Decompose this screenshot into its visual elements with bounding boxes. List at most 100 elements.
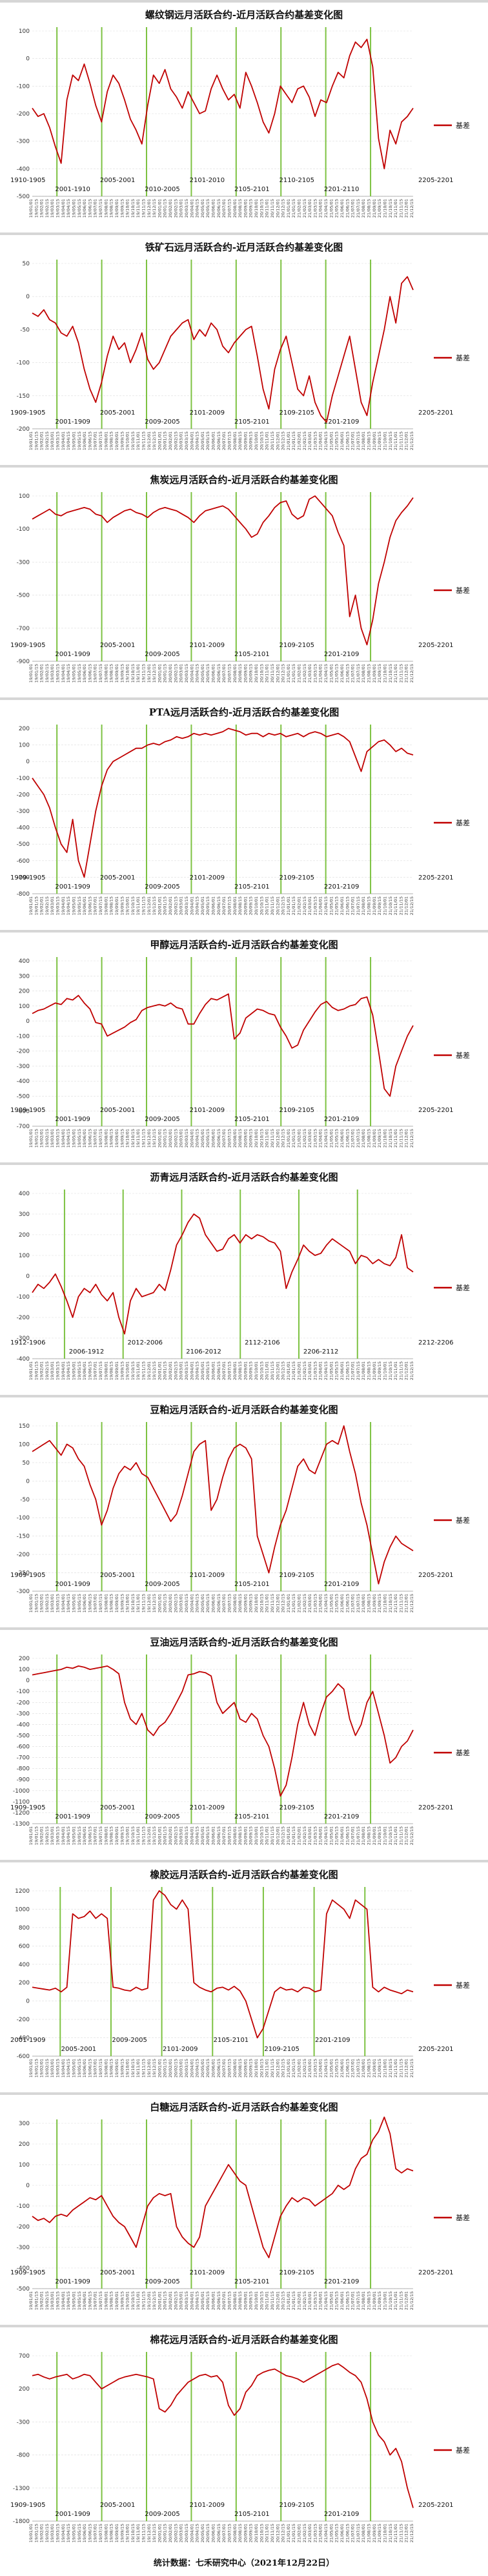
x-tick-label: 21/04/01 — [318, 664, 323, 683]
x-tick-label: 20/09/01 — [243, 1826, 248, 1845]
x-tick-label: 19/02/01 — [39, 2059, 45, 2077]
contract-label: 2009-2005 — [145, 883, 180, 891]
x-tick-label: 19/09/15 — [119, 1361, 125, 1380]
x-tick-label: 19/03/01 — [50, 1594, 55, 1613]
x-tick-label: 21/04/01 — [318, 1594, 323, 1613]
x-tick-label: 19/06/15 — [87, 2059, 92, 2077]
y-tick-label: -100 — [17, 1294, 30, 1301]
x-tick-label: 21/03/01 — [307, 896, 312, 915]
x-tick-label: 19/09/15 — [119, 2524, 125, 2542]
x-tick-label: 21/06/15 — [345, 1594, 350, 1613]
series-line-basis — [32, 2363, 414, 2508]
x-tick-label: 20/09/15 — [249, 431, 254, 450]
x-tick-label: 20/10/01 — [254, 1826, 259, 1845]
x-tick-label: 20/06/01 — [211, 2524, 216, 2542]
x-tick-label: 21/04/01 — [318, 199, 323, 218]
legend-label: 基差 — [456, 1051, 470, 1060]
chart-svg-6: 豆粕远月活跃合约-近月活跃合约基差变化图 150 100 50 0 -50 -100 -150… — [10, 1404, 470, 1613]
x-tick-label: 21/03/01 — [307, 664, 312, 683]
x-tick-label: 19/06/01 — [82, 1594, 87, 1613]
x-tick-label: 20/03/15 — [184, 1594, 189, 1613]
y-tick-label: -50 — [20, 327, 30, 333]
y-tick-label: -150 — [17, 393, 30, 400]
x-tick-label: 20/02/15 — [173, 1826, 178, 1845]
x-tick-label: 20/03/15 — [184, 2524, 189, 2542]
x-tick-label: 20/06/01 — [211, 2059, 216, 2077]
y-tick-label: -1000 — [13, 1788, 30, 1795]
x-tick-label: 20/08/15 — [238, 2524, 243, 2542]
x-tick-label: 19/01/01 — [28, 2524, 34, 2542]
contract-label: 2009-2005 — [145, 1581, 180, 1588]
x-tick-label: 21/07/01 — [351, 664, 356, 683]
x-tick-label: 20/09/01 — [243, 1594, 248, 1613]
contract-label: 2105-2101 — [234, 2278, 270, 2285]
x-tick-label: 21/07/01 — [351, 1361, 356, 1380]
x-tick-label: 20/12/01 — [275, 664, 280, 683]
x-tick-label: 19/05/15 — [77, 1129, 82, 1148]
x-tick-label: 21/01/01 — [286, 2291, 291, 2310]
x-tick-label: 21/09/15 — [377, 1361, 382, 1380]
x-tick-label: 20/08/15 — [238, 2059, 243, 2077]
x-tick-label: 20/01/01 — [157, 1361, 162, 1380]
x-tick-label: 21/08/15 — [367, 1594, 372, 1613]
x-tick-label: 21/09/01 — [372, 2291, 377, 2310]
x-tick-label: 20/02/01 — [168, 1129, 173, 1148]
x-tick-label: 21/01/15 — [291, 431, 296, 450]
legend-label: 基差 — [456, 2446, 470, 2455]
x-tick-label: 20/08/01 — [232, 1826, 238, 1845]
x-tick-label: 20/02/15 — [173, 1129, 178, 1148]
x-tick-label: 20/04/15 — [195, 199, 200, 218]
x-tick-label: 21/09/15 — [377, 2291, 382, 2310]
x-tick-label: 21/09/01 — [372, 1594, 377, 1613]
x-tick-label: 19/11/15 — [141, 1594, 147, 1613]
x-tick-label: 21/01/15 — [291, 1361, 296, 1380]
x-tick-label: 19/03/01 — [50, 2291, 55, 2310]
chart-panel-0: 螺纹钢远月活跃合约-近月活跃合约基差变化图 100 0 -100 -200 -300 -40… — [0, 0, 488, 232]
x-tick-label: 21/12/01 — [404, 199, 409, 218]
x-tick-label: 20/11/15 — [270, 2291, 275, 2310]
x-tick-label: 20/12/01 — [275, 2524, 280, 2542]
x-tick-label: 21/01/01 — [286, 2524, 291, 2542]
x-tick-label: 19/10/01 — [125, 431, 130, 450]
y-tick-label: -400 — [17, 825, 30, 832]
contract-label: 2109-2105 — [279, 2269, 314, 2276]
y-tick-label: 200 — [19, 726, 30, 732]
x-tick-label: 19/08/15 — [109, 896, 114, 915]
y-tick-label: 600 — [19, 1943, 30, 1950]
x-tick-label: 19/06/15 — [87, 1129, 92, 1148]
contract-label: 2205-2201 — [418, 874, 454, 881]
x-tick-label: 20/02/01 — [168, 896, 173, 915]
x-tick-label: 21/07/01 — [351, 199, 356, 218]
y-tick-label: 0 — [26, 1273, 30, 1280]
x-tick-label: 21/06/15 — [345, 1129, 350, 1148]
legend-label: 基差 — [456, 586, 470, 595]
contract-label: 2005-2001 — [100, 1572, 136, 1579]
x-tick-label: 20/12/01 — [275, 1826, 280, 1845]
legend-label: 基差 — [456, 2213, 470, 2222]
x-tick-label: 21/08/15 — [367, 199, 372, 218]
x-tick-label: 21/05/15 — [334, 2524, 340, 2542]
x-tick-label: 20/05/15 — [205, 1594, 210, 1613]
legend-label: 基差 — [456, 818, 470, 827]
x-tick-label: 21/02/01 — [296, 199, 301, 218]
x-tick-label: 19/12/01 — [147, 1361, 152, 1380]
x-tick-label: 21/07/01 — [351, 1826, 356, 1845]
x-tick-label: 19/07/01 — [93, 199, 98, 218]
x-tick-label: 21/12/01 — [404, 1826, 409, 1845]
x-tick-label: 19/10/15 — [130, 1361, 136, 1380]
x-tick-label: 21/01/01 — [286, 1129, 291, 1148]
x-tick-label: 21/04/01 — [318, 1129, 323, 1148]
x-tick-label: 20/08/15 — [238, 664, 243, 683]
x-tick-label: 19/08/15 — [109, 199, 114, 218]
x-tick-label: 19/04/15 — [66, 1594, 71, 1613]
x-tick-label: 21/01/01 — [286, 1361, 291, 1380]
y-tick-label: 0 — [26, 1478, 30, 1485]
legend-label: 基差 — [456, 121, 470, 130]
x-tick-label: 19/10/15 — [130, 2059, 136, 2077]
contract-label: 2109-2105 — [264, 2046, 300, 2053]
contract-label: 2101-2009 — [163, 2046, 198, 2053]
x-tick-label: 21/04/15 — [323, 896, 329, 915]
x-tick-label: 21/08/15 — [367, 2524, 372, 2542]
chart-title: 铁矿石远月活跃合约-近月活跃合约基差变化图 — [145, 242, 343, 253]
x-tick-label: 19/05/01 — [71, 431, 76, 450]
